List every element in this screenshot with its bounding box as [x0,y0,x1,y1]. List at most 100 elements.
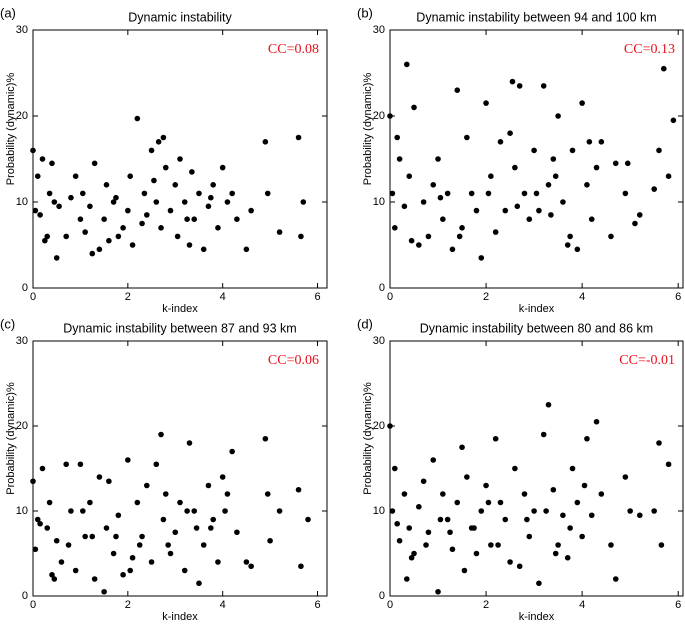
point [224,199,231,205]
point [113,194,119,201]
point [555,113,561,119]
point [536,580,542,587]
point [569,465,576,472]
y-tick-label: 0 [379,282,385,294]
x-axis-label: k-index [519,303,555,315]
point [636,512,643,519]
plot-frame [389,29,684,289]
point [425,529,432,536]
point [39,156,46,162]
point [411,550,417,557]
point [87,499,93,506]
point [77,461,84,468]
x-tick-label: 6 [675,599,681,611]
point [51,199,58,205]
point [420,199,427,205]
chart-title: Dynamic instability [128,10,232,24]
x-tick-label: 4 [579,599,585,611]
x-tick-label: 2 [483,599,489,611]
point [598,491,605,497]
point [165,542,171,548]
point [127,567,134,574]
point [243,246,250,253]
point [406,525,413,531]
point [191,508,198,514]
point [425,233,432,240]
point [139,220,145,227]
point [106,237,112,244]
point [502,516,509,523]
y-tick-label: 30 [16,335,28,347]
y-tick-label: 30 [16,24,28,36]
point [177,156,183,162]
point [200,246,207,253]
point [396,537,403,544]
point [404,576,410,582]
x-tick-label: 2 [125,291,131,303]
point [87,203,93,210]
point [191,216,198,222]
y-tick-label: 20 [373,110,385,122]
point [141,190,148,197]
point [598,139,605,145]
point [151,177,157,184]
point [222,508,228,514]
point [387,113,393,119]
point [624,160,631,167]
point [208,194,214,201]
point [389,190,396,197]
y-axis-label: Probability (dynamic)% [362,73,374,186]
point [444,516,451,523]
x-tick-label: 6 [314,291,320,303]
point [567,233,573,240]
point [91,160,98,167]
point [110,550,117,557]
point [215,559,221,565]
point [389,508,396,514]
point [224,491,231,497]
point [665,461,672,468]
point [139,533,145,540]
point [516,563,523,570]
x-axis-label: k-index [519,611,555,623]
point [521,491,528,497]
point [174,233,181,240]
point [144,212,150,218]
panel-label: (b) [357,5,373,20]
point [129,242,136,248]
x-tick-label: 0 [387,599,393,611]
point [512,164,518,171]
point [437,516,444,523]
point [516,83,523,89]
point [113,533,119,540]
y-tick-label: 10 [16,196,28,208]
point [485,499,492,506]
point [420,478,427,485]
annotation: CC=0.06 [268,353,319,368]
point [267,537,273,544]
point [295,486,302,493]
point [79,508,86,514]
point [521,190,528,197]
point [454,87,461,93]
point [229,190,235,197]
point [406,173,413,179]
point [196,190,202,197]
point [234,216,240,222]
point [440,491,446,497]
point [51,576,58,582]
point [110,199,117,205]
point [56,203,62,210]
y-tick-label: 10 [373,196,385,208]
point [435,588,441,595]
y-tick-label: 0 [22,590,28,602]
point [512,465,518,472]
plot-frame [32,340,328,597]
point [394,520,401,527]
point [162,491,169,497]
point [210,516,216,523]
point [101,216,107,222]
point [483,100,489,106]
point [186,242,193,248]
point [456,233,463,240]
